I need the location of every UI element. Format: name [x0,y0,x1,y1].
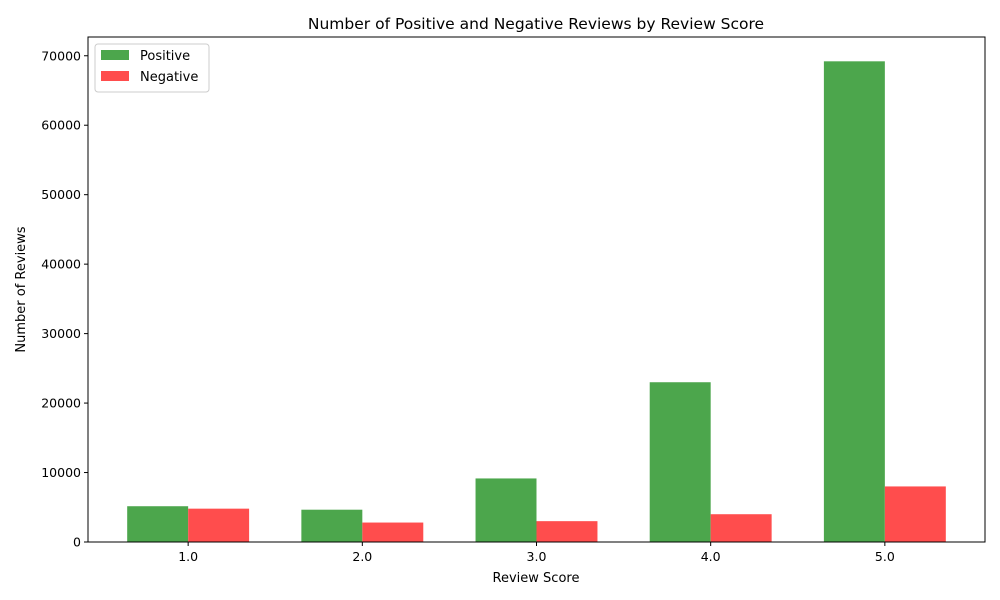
y-tick-label: 30000 [41,326,81,341]
y-axis: 0 10000 20000 30000 40000 50000 60000 70000 [41,48,88,550]
y-tick-label: 70000 [41,48,81,63]
bar-positive-3.0 [475,478,537,542]
bar-positive-4.0 [649,382,711,542]
legend: Positive Negative [94,43,210,93]
legend-swatch-negative [101,71,129,81]
bar-positive-2.0 [301,509,363,542]
legend-label-positive: Positive [140,49,190,64]
y-tick-label: 60000 [41,118,81,133]
legend-swatch-positive [101,50,129,60]
x-axis-label: Review Score [493,571,580,586]
bar-negative-3.0 [536,521,598,542]
x-tick-label: 1.0 [178,549,198,564]
x-tick-label: 4.0 [701,549,721,564]
y-tick-label: 50000 [41,187,81,202]
bar-negative-2.0 [362,522,424,542]
y-tick-label: 10000 [41,465,81,480]
legend-label-negative: Negative [140,70,198,85]
x-tick-label: 5.0 [875,549,895,564]
y-axis-label: Number of Reviews [14,226,29,352]
x-axis: 1.0 2.0 3.0 4.0 5.0 [178,542,895,564]
x-tick-label: 3.0 [527,549,547,564]
y-tick-label: 0 [73,535,81,550]
bar-positive-5.0 [823,61,885,542]
bar-negative-5.0 [884,486,946,542]
bar-negative-1.0 [188,508,250,542]
bar-negative-4.0 [710,514,772,542]
x-tick-label: 2.0 [352,549,372,564]
bar-positive-1.0 [127,506,189,542]
chart-title: Number of Positive and Negative Reviews … [308,15,764,33]
y-tick-label: 40000 [41,257,81,272]
bars-group [127,61,946,542]
y-tick-label: 20000 [41,396,81,411]
